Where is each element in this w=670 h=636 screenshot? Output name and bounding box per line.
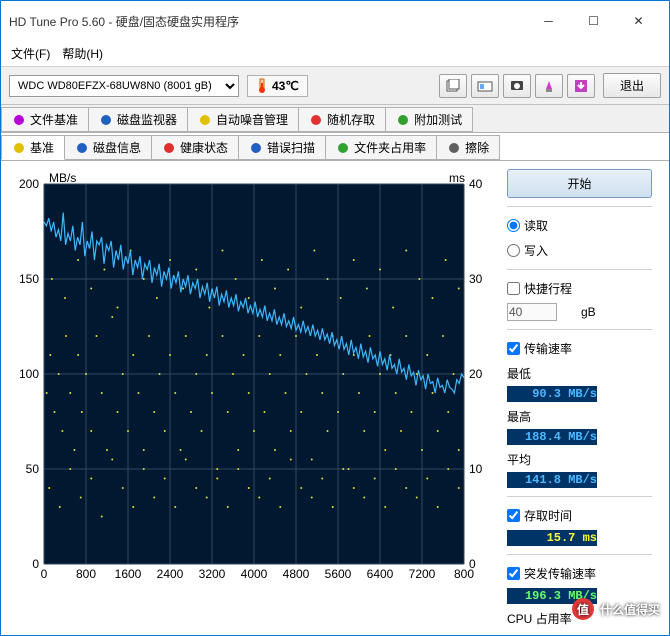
- burst-rate-label: 突发传输速率: [524, 565, 596, 582]
- tab-icon: [336, 141, 350, 155]
- thermometer-icon: [256, 78, 268, 94]
- svg-text:30: 30: [469, 272, 483, 286]
- copy-screenshot-button[interactable]: [471, 74, 499, 98]
- avg-value: 141.8 MB/s: [507, 472, 597, 488]
- tab-自动噪音管理[interactable]: 自动噪音管理: [187, 107, 299, 132]
- svg-text:6400: 6400: [367, 567, 394, 581]
- access-time-value: 15.7 ms: [507, 530, 597, 546]
- watermark-icon: 值: [572, 598, 594, 620]
- svg-text:MB/s: MB/s: [49, 171, 76, 185]
- svg-text:200: 200: [19, 177, 39, 191]
- read-radio[interactable]: [507, 219, 520, 232]
- tab-icon: [396, 113, 410, 127]
- temperature-display: 43℃: [247, 75, 308, 97]
- tab-icon: [447, 141, 461, 155]
- tab-icon: [249, 141, 263, 155]
- max-label: 最高: [507, 408, 652, 425]
- start-button[interactable]: 开始: [507, 169, 652, 198]
- tab-icon: [12, 141, 26, 155]
- settings-button[interactable]: [535, 74, 563, 98]
- svg-text:0: 0: [32, 557, 39, 571]
- max-value: 188.4 MB/s: [507, 429, 597, 445]
- tab-icon: [309, 113, 323, 127]
- read-label: 读取: [524, 217, 548, 234]
- titlebar: HD Tune Pro 5.60 - 硬盘/固态硬盘实用程序 ─ ☐ ✕: [1, 1, 669, 41]
- tab-icon: [198, 113, 212, 127]
- svg-text:2400: 2400: [157, 567, 184, 581]
- toolbar: WDC WD80EFZX-68UW8N0 (8001 gB) 43℃ 退出: [1, 67, 669, 105]
- block-size-spinner[interactable]: [507, 303, 557, 321]
- tab-磁盘监视器[interactable]: 磁盘监视器: [88, 107, 188, 132]
- svg-text:7200: 7200: [409, 567, 436, 581]
- menubar: 文件(F) 帮助(H): [1, 41, 669, 67]
- svg-text:1600: 1600: [115, 567, 142, 581]
- tab-磁盘信息[interactable]: 磁盘信息: [64, 135, 152, 160]
- maximize-button[interactable]: ☐: [571, 7, 616, 35]
- svg-text:4000: 4000: [241, 567, 268, 581]
- benchmark-chart: MB/sms2001501005004030201000800160024003…: [9, 169, 499, 589]
- svg-text:5600: 5600: [325, 567, 352, 581]
- tab-row-2: 基准磁盘信息健康状态错误扫描文件夹占用率擦除: [1, 133, 669, 161]
- svg-text:10: 10: [469, 462, 483, 476]
- save-screenshot-button[interactable]: [503, 74, 531, 98]
- svg-text:0: 0: [41, 567, 48, 581]
- temperature-value: 43℃: [272, 79, 299, 93]
- avg-label: 平均: [507, 451, 652, 468]
- drive-select[interactable]: WDC WD80EFZX-68UW8N0 (8001 gB): [9, 75, 239, 97]
- transfer-rate-checkbox[interactable]: [507, 342, 520, 355]
- quickscan-checkbox[interactable]: [507, 282, 520, 295]
- main-window: HD Tune Pro 5.60 - 硬盘/固态硬盘实用程序 ─ ☐ ✕ 文件(…: [0, 0, 670, 636]
- watermark: 值 什么值得买: [572, 598, 660, 620]
- svg-text:800: 800: [454, 567, 474, 581]
- burst-rate-checkbox[interactable]: [507, 567, 520, 580]
- tab-文件夹占用率[interactable]: 文件夹占用率: [325, 135, 437, 160]
- tab-附加测试[interactable]: 附加测试: [385, 107, 473, 132]
- svg-text:20: 20: [469, 367, 483, 381]
- menu-file[interactable]: 文件(F): [11, 45, 50, 62]
- close-button[interactable]: ✕: [616, 7, 661, 35]
- sidebar: 开始 读取 写入 快捷行程 gB 传输速率 最低 90.3 MB/s 最高 18…: [507, 169, 652, 627]
- tab-擦除[interactable]: 擦除: [436, 135, 500, 160]
- tab-icon: [75, 141, 89, 155]
- min-value: 90.3 MB/s: [507, 386, 597, 402]
- exit-button[interactable]: 退出: [603, 73, 661, 98]
- tab-基准[interactable]: 基准: [1, 135, 65, 160]
- svg-text:40: 40: [469, 177, 483, 191]
- min-label: 最低: [507, 365, 652, 382]
- svg-text:800: 800: [76, 567, 96, 581]
- tab-icon: [99, 113, 113, 127]
- tab-错误扫描[interactable]: 错误扫描: [238, 135, 326, 160]
- write-label: 写入: [524, 242, 548, 259]
- tab-随机存取[interactable]: 随机存取: [298, 107, 386, 132]
- quickscan-label: 快捷行程: [524, 280, 572, 297]
- svg-text:4800: 4800: [283, 567, 310, 581]
- menu-help[interactable]: 帮助(H): [62, 45, 103, 62]
- access-time-checkbox[interactable]: [507, 509, 520, 522]
- svg-text:ms: ms: [449, 171, 465, 185]
- watermark-text: 什么值得买: [600, 601, 660, 618]
- svg-text:3200: 3200: [199, 567, 226, 581]
- svg-text:100: 100: [19, 367, 39, 381]
- tab-文件基准[interactable]: 文件基准: [1, 107, 89, 132]
- block-unit: gB: [581, 305, 596, 319]
- tab-健康状态[interactable]: 健康状态: [151, 135, 239, 160]
- save-button[interactable]: [567, 74, 595, 98]
- access-time-label: 存取时间: [524, 507, 572, 524]
- transfer-rate-label: 传输速率: [524, 340, 572, 357]
- write-radio[interactable]: [507, 244, 520, 257]
- tab-icon: [12, 113, 26, 127]
- copy-info-button[interactable]: [439, 74, 467, 98]
- window-title: HD Tune Pro 5.60 - 硬盘/固态硬盘实用程序: [9, 13, 526, 30]
- tab-icon: [162, 141, 176, 155]
- svg-text:50: 50: [26, 462, 40, 476]
- minimize-button[interactable]: ─: [526, 7, 571, 35]
- svg-text:150: 150: [19, 272, 39, 286]
- tab-row-1: 文件基准磁盘监视器自动噪音管理随机存取附加测试: [1, 105, 669, 133]
